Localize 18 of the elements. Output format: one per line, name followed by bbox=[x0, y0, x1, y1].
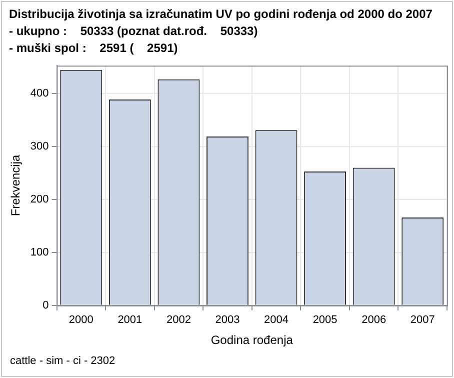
y-axis-title: Frekvencija bbox=[8, 154, 23, 216]
chart-title: Distribucija životinja sa izračunatim UV po godini rođenja od 2000 do 2007 bbox=[9, 6, 432, 23]
text: cattle - sim - ci - 2302 bbox=[10, 355, 116, 367]
y-tick-label: 400 bbox=[30, 88, 49, 100]
y-tick-label: 200 bbox=[30, 194, 49, 206]
x-tick-label: 2001 bbox=[118, 314, 142, 326]
x-axis-title: Godina rođenja bbox=[210, 333, 294, 348]
x-tick-label: 2005 bbox=[312, 314, 338, 326]
x-tick-label: 2004 bbox=[264, 314, 289, 326]
y-tick-label: 300 bbox=[30, 140, 49, 153]
x-tick-label: 2006 bbox=[362, 314, 386, 326]
x-tick-label: 2007 bbox=[410, 314, 435, 326]
x-tick-label: 2000 bbox=[68, 314, 94, 326]
y-tick-label: 0 bbox=[42, 299, 49, 312]
chart-subtitle: - ukupno : 50333 (poznat dat.rođ. 50333) - muški spol : 2591 ( 2591) bbox=[9, 23, 258, 57]
x-tick-label: 2003 bbox=[215, 314, 240, 326]
y-tick-label: 100 bbox=[30, 246, 49, 258]
x-tick-label: 2002 bbox=[166, 314, 191, 326]
